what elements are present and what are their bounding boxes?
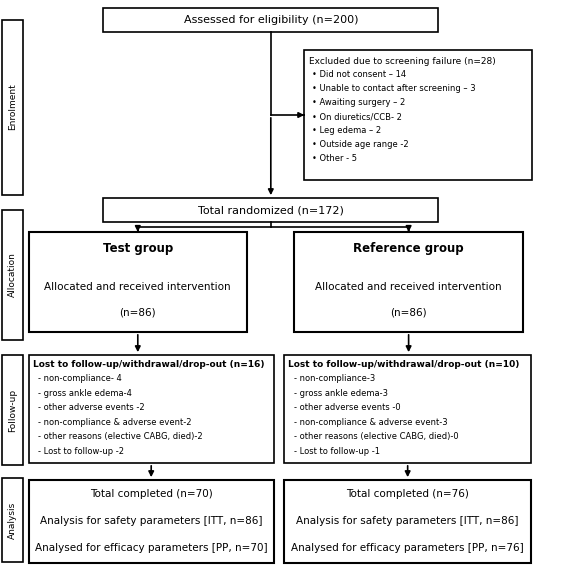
Text: (n=86): (n=86) — [119, 307, 156, 317]
FancyBboxPatch shape — [2, 355, 23, 465]
Text: Lost to follow-up/withdrawal/drop-out (n=16): Lost to follow-up/withdrawal/drop-out (n… — [32, 360, 264, 369]
Text: - gross ankle edema-3: - gross ankle edema-3 — [294, 389, 388, 398]
Text: Follow-up: Follow-up — [8, 389, 17, 431]
Text: - other adverse events -0: - other adverse events -0 — [294, 403, 400, 412]
Text: - non-compliance & adverse event-2: - non-compliance & adverse event-2 — [38, 418, 192, 427]
Text: - gross ankle edema-4: - gross ankle edema-4 — [38, 389, 132, 398]
FancyBboxPatch shape — [294, 232, 524, 332]
Text: Analysis: Analysis — [8, 501, 17, 539]
Text: Reference group: Reference group — [353, 241, 464, 254]
Text: • Did not consent – 14: • Did not consent – 14 — [312, 70, 406, 79]
FancyBboxPatch shape — [29, 355, 274, 463]
FancyBboxPatch shape — [2, 210, 23, 340]
Text: Lost to follow-up/withdrawal/drop-out (n=10): Lost to follow-up/withdrawal/drop-out (n… — [288, 360, 519, 369]
FancyBboxPatch shape — [29, 480, 274, 563]
Text: - non-compliance & adverse event-3: - non-compliance & adverse event-3 — [294, 418, 448, 427]
Text: Test group: Test group — [103, 241, 173, 254]
Text: Allocated and received intervention: Allocated and received intervention — [44, 282, 231, 292]
Text: - Lost to follow-up -2: - Lost to follow-up -2 — [38, 447, 124, 456]
Text: Analysed for efficacy parameters [PP, n=70]: Analysed for efficacy parameters [PP, n=… — [35, 543, 268, 553]
Text: Analysed for efficacy parameters [PP, n=76]: Analysed for efficacy parameters [PP, n=… — [291, 543, 524, 553]
Text: Enrolment: Enrolment — [8, 84, 17, 130]
Text: • Unable to contact after screening – 3: • Unable to contact after screening – 3 — [312, 84, 475, 93]
Text: - other reasons (elective CABG, died)-0: - other reasons (elective CABG, died)-0 — [294, 432, 458, 441]
Text: - non-compliance-3: - non-compliance-3 — [294, 374, 375, 383]
Text: • Outside age range -2: • Outside age range -2 — [312, 140, 408, 149]
Text: • Awaiting surgery – 2: • Awaiting surgery – 2 — [312, 98, 405, 107]
Text: Analysis for safety parameters [ITT, n=86]: Analysis for safety parameters [ITT, n=8… — [296, 516, 519, 526]
Text: Total completed (n=70): Total completed (n=70) — [90, 489, 212, 499]
Text: Excluded due to screening failure (n=28): Excluded due to screening failure (n=28) — [309, 57, 496, 66]
FancyBboxPatch shape — [284, 480, 531, 563]
FancyBboxPatch shape — [29, 232, 247, 332]
Text: • Leg edema – 2: • Leg edema – 2 — [312, 126, 381, 135]
FancyBboxPatch shape — [304, 50, 532, 180]
Text: - other reasons (elective CABG, died)-2: - other reasons (elective CABG, died)-2 — [38, 432, 203, 441]
Text: - Lost to follow-up -1: - Lost to follow-up -1 — [294, 447, 380, 456]
FancyBboxPatch shape — [103, 8, 438, 32]
Text: - non-compliance- 4: - non-compliance- 4 — [38, 374, 122, 383]
Text: Analysis for safety parameters [ITT, n=86]: Analysis for safety parameters [ITT, n=8… — [40, 516, 262, 526]
Text: - other adverse events -2: - other adverse events -2 — [38, 403, 145, 412]
Text: Total completed (n=76): Total completed (n=76) — [346, 489, 469, 499]
Text: Allocation: Allocation — [8, 253, 17, 298]
FancyBboxPatch shape — [284, 355, 531, 463]
Text: (n=86): (n=86) — [390, 307, 427, 317]
Text: • Other - 5: • Other - 5 — [312, 154, 357, 163]
Text: Assessed for eligibility (n=200): Assessed for eligibility (n=200) — [183, 15, 358, 25]
Text: • On diuretics/CCB- 2: • On diuretics/CCB- 2 — [312, 112, 402, 121]
FancyBboxPatch shape — [103, 198, 438, 222]
FancyBboxPatch shape — [2, 20, 23, 195]
Text: Total randomized (n=172): Total randomized (n=172) — [198, 205, 344, 215]
Text: Allocated and received intervention: Allocated and received intervention — [315, 282, 502, 292]
FancyBboxPatch shape — [2, 478, 23, 562]
